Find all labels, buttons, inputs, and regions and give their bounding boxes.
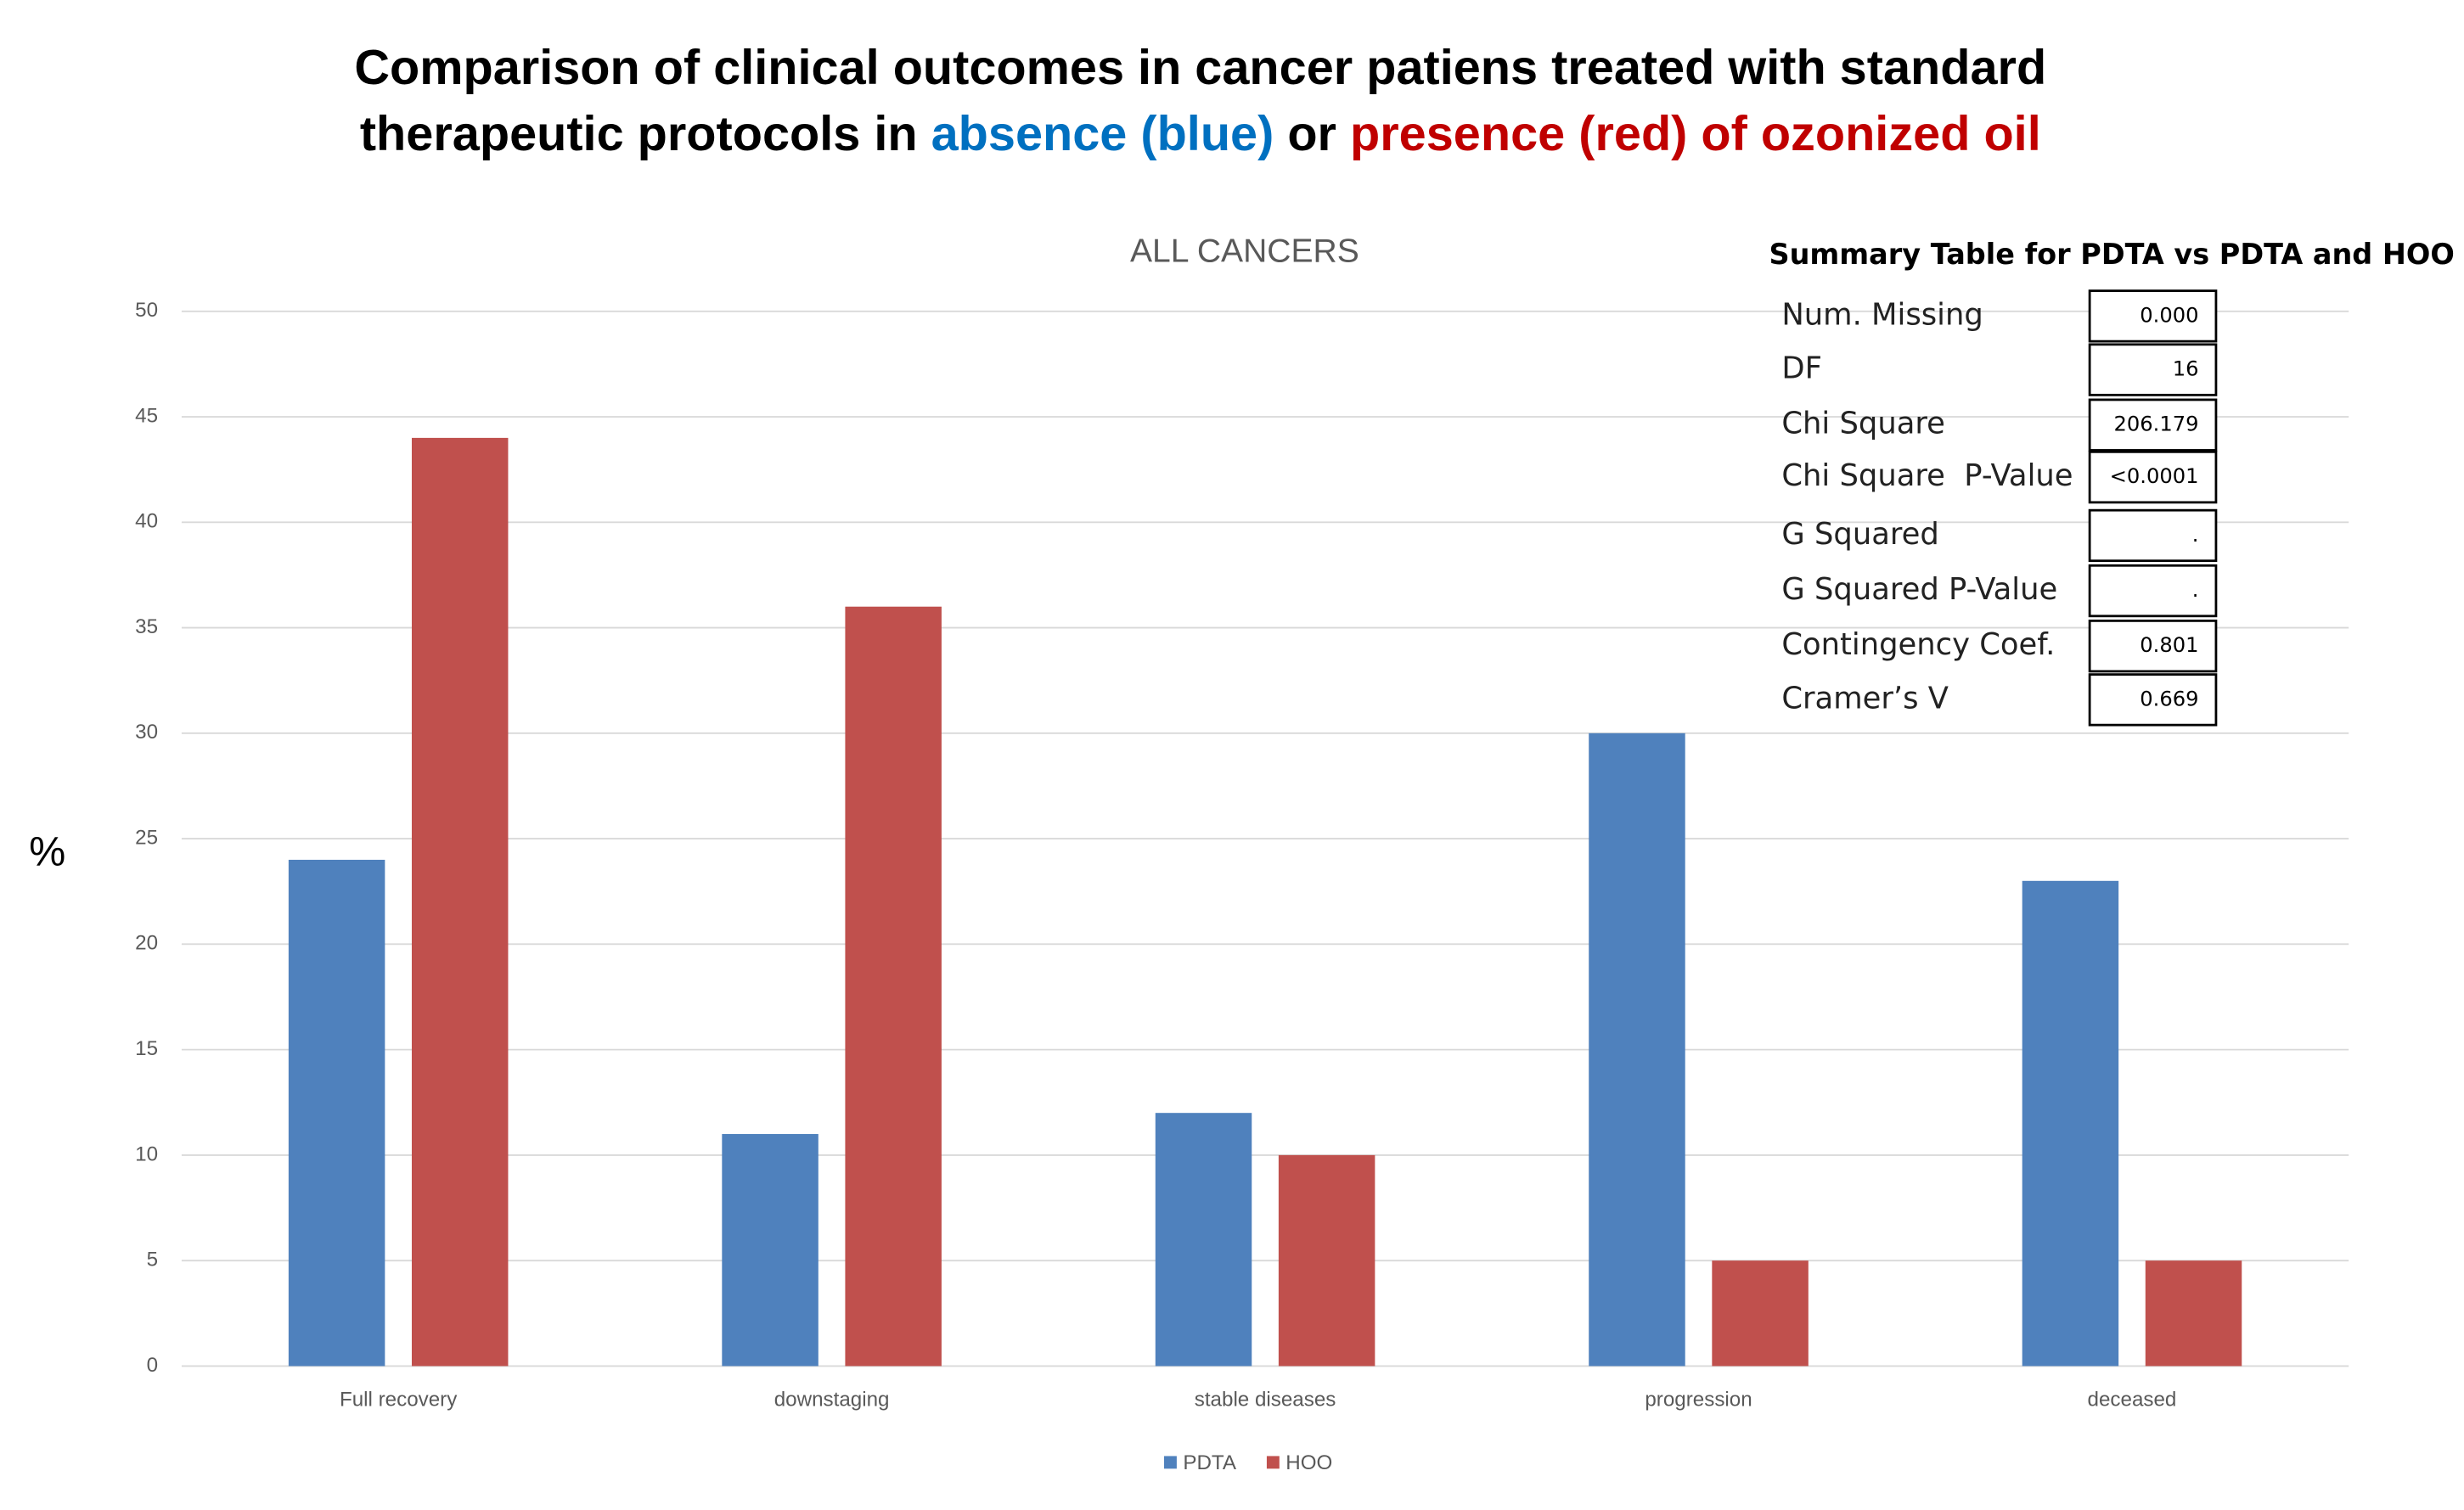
y-tick-label: 0 (147, 1354, 158, 1377)
title-segment: therapeutic protocols in (360, 107, 931, 161)
table-cell (2088, 450, 2218, 504)
bar (2022, 880, 2119, 1367)
table-row-label: G Squared P-Value (1781, 572, 2057, 607)
table-row-label: Chi Square P-Value (1781, 458, 2073, 493)
y-tick-label: 45 (135, 404, 158, 427)
table-value: . (2192, 523, 2199, 547)
table-title: Summary Table for PDTA vs PDTA and HOO (1769, 238, 2454, 271)
x-tick-label: downstaging (774, 1389, 890, 1412)
table-value: 0.801 (2140, 633, 2198, 657)
y-tick-label: 15 (135, 1037, 158, 1060)
y-axis-label: % (29, 828, 65, 874)
x-tick-label: stable diseases (1195, 1389, 1336, 1412)
table-cell (2088, 289, 2218, 343)
table-cell (2088, 398, 2218, 452)
y-tick-label: 40 (135, 510, 158, 533)
table-cell (2088, 619, 2218, 673)
y-tick-label: 10 (135, 1142, 158, 1165)
table-cell (2088, 343, 2218, 396)
bar (1278, 1154, 1375, 1367)
table-value: <0.0001 (2110, 464, 2199, 488)
y-tick-label: 5 (147, 1249, 158, 1271)
table-value: 0.000 (2140, 303, 2198, 327)
bar (411, 437, 509, 1367)
y-tick-label: 30 (135, 721, 158, 744)
table-value: 206.179 (2114, 413, 2199, 436)
table-row-label: G Squared (1781, 517, 1938, 552)
title-segment: or (1274, 107, 1350, 161)
table-row-label: DF (1781, 351, 1822, 386)
bar (845, 606, 942, 1367)
table-cell (2088, 508, 2218, 563)
title-segment: Comparison of clinical outcomes in cance… (354, 41, 2046, 95)
legend-swatch (1164, 1456, 1177, 1469)
legend-label: PDTA (1183, 1451, 1237, 1474)
bar (1712, 1260, 1809, 1367)
title-segment: absence (blue) (931, 107, 1274, 161)
title-line: therapeutic protocols in absence (blue) … (360, 107, 2041, 161)
x-tick-label: deceased (2088, 1389, 2177, 1412)
legend-label: HOO (1285, 1451, 1332, 1474)
y-tick-label: 50 (135, 299, 158, 322)
y-tick-label: 35 (135, 615, 158, 638)
bar (1155, 1113, 1252, 1367)
x-tick-label: Full recovery (340, 1389, 458, 1412)
title-line: Comparison of clinical outcomes in cance… (354, 41, 2046, 95)
table-row-label: Contingency Coef. (1781, 627, 2055, 662)
table-cell (2088, 564, 2218, 618)
table-value: 0.669 (2140, 687, 2198, 710)
chart-subtitle: ALL CANCERS (1130, 233, 1359, 269)
y-tick-label: 20 (135, 932, 158, 955)
table-row-label: Num. Missing (1781, 297, 1983, 332)
y-tick-label: 25 (135, 826, 158, 849)
x-tick-label: progression (1645, 1389, 1752, 1412)
table-row-label: Chi Square (1781, 407, 1944, 441)
bar (288, 859, 385, 1367)
table-cell (2088, 673, 2218, 727)
table-row-label: Cramer’s V (1781, 681, 1949, 716)
bar (2145, 1260, 2242, 1367)
table-value: 16 (2173, 357, 2199, 381)
table-value: . (2192, 578, 2199, 602)
bar (722, 1134, 819, 1367)
legend-swatch (1266, 1456, 1280, 1469)
title-segment: presence (red) of ozonized oil (1350, 107, 2041, 161)
bar (1589, 733, 1685, 1367)
